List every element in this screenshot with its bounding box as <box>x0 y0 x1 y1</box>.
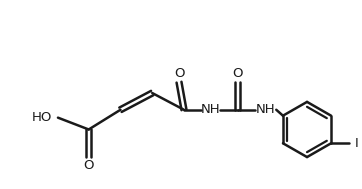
Text: O: O <box>232 67 243 80</box>
Text: O: O <box>174 67 184 80</box>
Text: O: O <box>84 160 94 172</box>
Text: NH: NH <box>256 103 275 116</box>
Text: I: I <box>355 137 359 150</box>
Text: HO: HO <box>31 111 52 124</box>
Text: NH: NH <box>201 103 220 116</box>
